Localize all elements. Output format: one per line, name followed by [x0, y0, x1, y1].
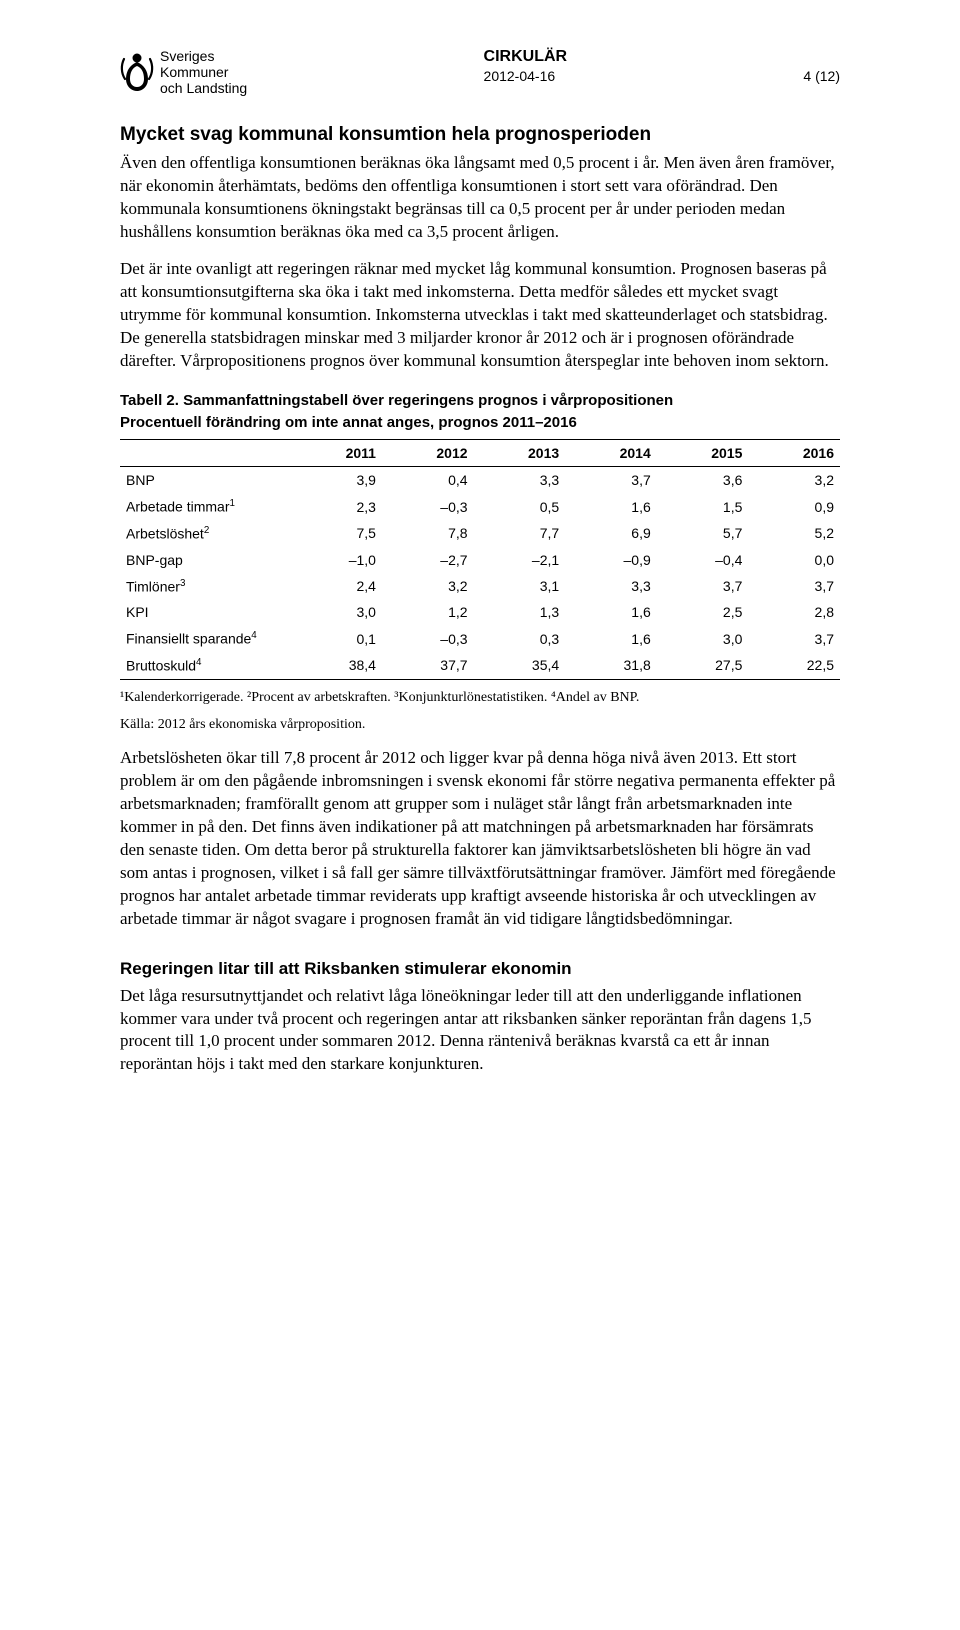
table-cell: 3,7 — [748, 573, 840, 600]
table-cell: 7,7 — [474, 520, 566, 547]
table-cell: 2,8 — [748, 599, 840, 625]
document-page: Sveriges Kommuner och Landsting CIRKULÄR… — [0, 0, 960, 1150]
doc-title: CIRKULÄR — [484, 48, 568, 66]
table-cell: 27,5 — [657, 652, 749, 679]
table-cell: 2,5 — [657, 599, 749, 625]
table-cell: 3,7 — [565, 467, 657, 494]
paragraph-3: Arbetslösheten ökar till 7,8 procent år … — [120, 747, 840, 931]
table-cell: 22,5 — [748, 652, 840, 679]
table-cell: –1,0 — [292, 547, 382, 573]
table-row: KPI3,01,21,31,62,52,8 — [120, 599, 840, 625]
row-label: Arbetslöshet2 — [120, 520, 292, 547]
table-cell: –0,4 — [657, 547, 749, 573]
table-row: Bruttoskuld438,437,735,431,827,522,5 — [120, 652, 840, 679]
table-row: Arbetslöshet27,57,87,76,95,75,2 — [120, 520, 840, 547]
table-cell: 3,1 — [474, 573, 566, 600]
table-cell: 1,3 — [474, 599, 566, 625]
table-cell: 3,9 — [292, 467, 382, 494]
row-label: Bruttoskuld4 — [120, 652, 292, 679]
table-cell: 38,4 — [292, 652, 382, 679]
table-cell: –0,9 — [565, 547, 657, 573]
table-row: BNP3,90,43,33,73,63,2 — [120, 467, 840, 494]
page-number: 4 (12) — [803, 48, 840, 84]
table-cell: 3,2 — [382, 573, 474, 600]
table-header-cell: 2013 — [474, 440, 566, 467]
table-cell: 1,6 — [565, 493, 657, 520]
table-header-cell: 2012 — [382, 440, 474, 467]
table-row: Arbetade timmar12,3–0,30,51,61,50,9 — [120, 493, 840, 520]
table-cell: 1,6 — [565, 625, 657, 652]
doc-date: 2012-04-16 — [484, 68, 568, 84]
table-cell: 5,2 — [748, 520, 840, 547]
table-cell: 0,0 — [748, 547, 840, 573]
table-cell: 3,2 — [748, 467, 840, 494]
table-cell: 3,0 — [292, 599, 382, 625]
table-cell: 6,9 — [565, 520, 657, 547]
row-label: Arbetade timmar1 — [120, 493, 292, 520]
table-header-row: 201120122013201420152016 — [120, 440, 840, 467]
table-cell: 3,7 — [657, 573, 749, 600]
table-cell: –0,3 — [382, 625, 474, 652]
table-cell: –2,7 — [382, 547, 474, 573]
table-cell: 1,5 — [657, 493, 749, 520]
org-logo: Sveriges Kommuner och Landsting — [120, 48, 247, 96]
table-cell: 1,2 — [382, 599, 474, 625]
org-name: Sveriges Kommuner och Landsting — [160, 48, 247, 96]
table-source: Källa: 2012 års ekonomiska vårpropositio… — [120, 717, 840, 733]
row-label: Finansiellt sparande4 — [120, 625, 292, 652]
table-cell: 3,3 — [474, 467, 566, 494]
table-body: BNP3,90,43,33,73,63,2Arbetade timmar12,3… — [120, 467, 840, 679]
table-cell: –2,1 — [474, 547, 566, 573]
row-label: BNP-gap — [120, 547, 292, 573]
org-line2: Kommuner — [160, 64, 247, 80]
row-label: BNP — [120, 467, 292, 494]
table-header-cell: 2011 — [292, 440, 382, 467]
table-header-cell: 2014 — [565, 440, 657, 467]
table-caption-1: Tabell 2. Sammanfattningstabell över reg… — [120, 391, 840, 411]
table-cell: 0,4 — [382, 467, 474, 494]
table-header-cell: 2016 — [748, 440, 840, 467]
table-cell: 0,9 — [748, 493, 840, 520]
table-cell: 31,8 — [565, 652, 657, 679]
table-cell: 5,7 — [657, 520, 749, 547]
org-line3: och Landsting — [160, 80, 247, 96]
table-cell: 3,3 — [565, 573, 657, 600]
table-header-cell: 2015 — [657, 440, 749, 467]
table-cell: 7,5 — [292, 520, 382, 547]
org-line1: Sveriges — [160, 48, 247, 64]
table-cell: 0,1 — [292, 625, 382, 652]
table-row: BNP-gap–1,0–2,7–2,1–0,9–0,40,0 — [120, 547, 840, 573]
table-cell: 3,0 — [657, 625, 749, 652]
table-cell: 35,4 — [474, 652, 566, 679]
table-cell: 7,8 — [382, 520, 474, 547]
table-footnotes: ¹Kalenderkorrigerade. ²Procent av arbets… — [120, 688, 840, 708]
logo-icon — [120, 51, 154, 93]
table-cell: –0,3 — [382, 493, 474, 520]
table-cell: 37,7 — [382, 652, 474, 679]
table-cell: 2,3 — [292, 493, 382, 520]
table-row: Timlöner32,43,23,13,33,73,7 — [120, 573, 840, 600]
paragraph-4: Det låga resursutnyttjandet och relativt… — [120, 985, 840, 1077]
table-caption-2: Procentuell förändring om inte annat ang… — [120, 413, 840, 433]
table-cell: 0,3 — [474, 625, 566, 652]
page-header: Sveriges Kommuner och Landsting CIRKULÄR… — [120, 48, 840, 96]
table-header-cell — [120, 440, 292, 467]
table-cell: 3,6 — [657, 467, 749, 494]
doc-meta: CIRKULÄR 2012-04-16 — [484, 48, 568, 84]
subsection-heading: Regeringen litar till att Riksbanken sti… — [120, 959, 840, 979]
table-cell: 2,4 — [292, 573, 382, 600]
section-heading: Mycket svag kommunal konsumtion hela pro… — [120, 124, 840, 146]
table-cell: 0,5 — [474, 493, 566, 520]
table-cell: 3,7 — [748, 625, 840, 652]
row-label: KPI — [120, 599, 292, 625]
table-row: Finansiellt sparande40,1–0,30,31,63,03,7 — [120, 625, 840, 652]
paragraph-1: Även den offentliga konsumtionen beräkna… — [120, 152, 840, 244]
row-label: Timlöner3 — [120, 573, 292, 600]
table-cell: 1,6 — [565, 599, 657, 625]
paragraph-2: Det är inte ovanligt att regeringen räkn… — [120, 258, 840, 373]
forecast-table: 201120122013201420152016 BNP3,90,43,33,7… — [120, 439, 840, 679]
